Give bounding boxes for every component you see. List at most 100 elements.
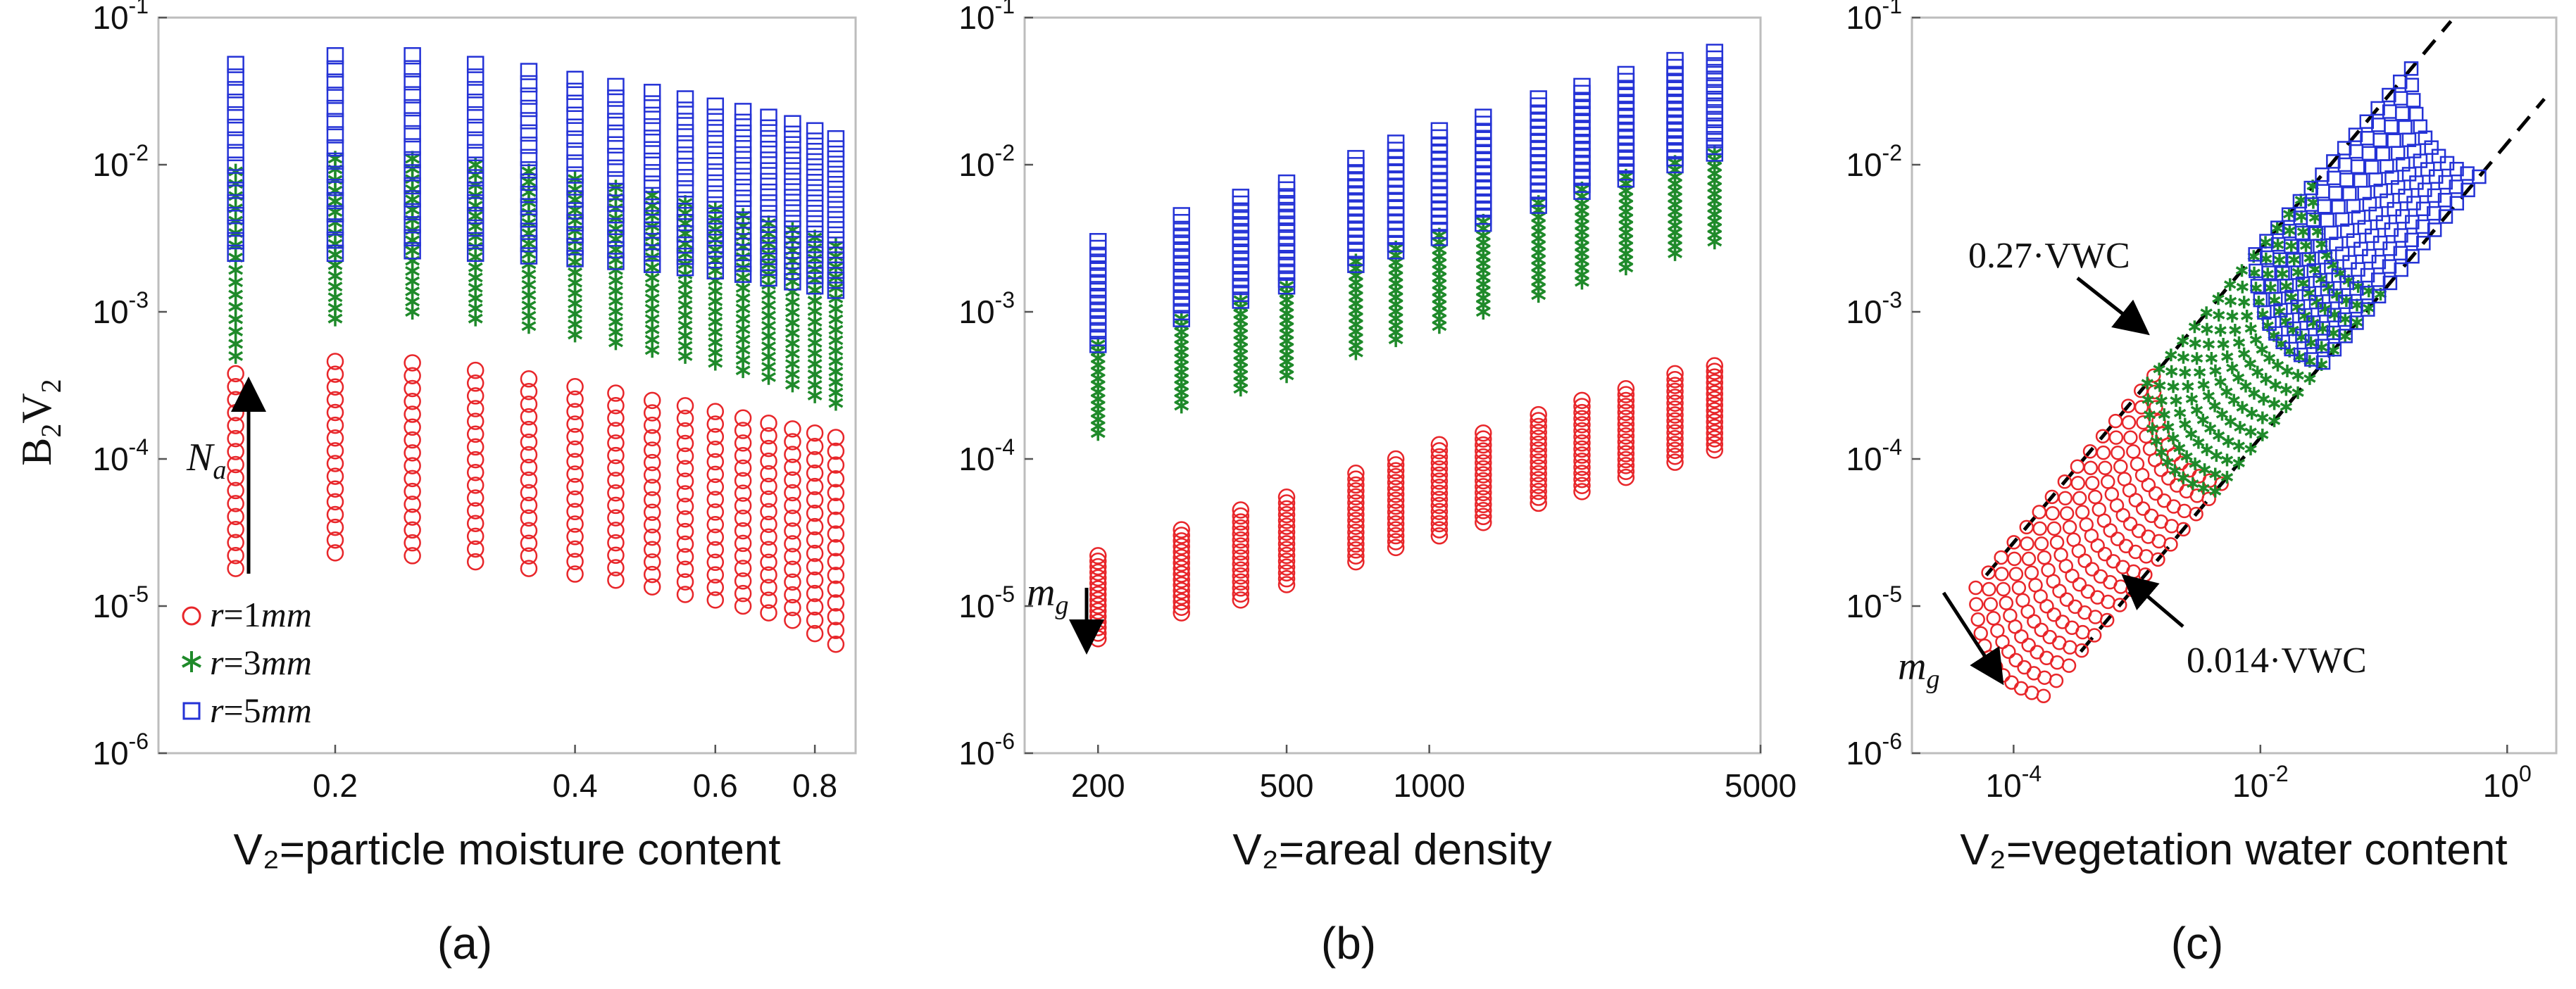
data-point-circle bbox=[784, 560, 801, 578]
panel-b-ytick-label: 10-4 bbox=[958, 434, 1015, 477]
data-point-square bbox=[706, 196, 725, 214]
data-point-asterisk bbox=[2185, 392, 2199, 405]
data-point-asterisk bbox=[2244, 322, 2257, 335]
data-point-square bbox=[1277, 174, 1296, 192]
data-point-circle bbox=[404, 547, 421, 565]
data-point-square bbox=[676, 258, 694, 277]
data-point-square bbox=[2306, 212, 2321, 227]
data-point-circle bbox=[466, 412, 484, 430]
data-point-circle bbox=[1666, 365, 1684, 383]
data-point-square bbox=[326, 191, 344, 210]
data-point-square bbox=[466, 131, 484, 149]
panel-a-xtick-label: 0.4 bbox=[553, 767, 598, 804]
data-point-square bbox=[827, 140, 845, 158]
data-point-circle bbox=[1617, 468, 1635, 486]
data-point-circle bbox=[227, 469, 244, 486]
data-point-circle bbox=[1387, 503, 1405, 521]
panel-c-xlabel: V₂=vegetation water content bbox=[1960, 826, 2507, 874]
data-point-asterisk bbox=[2203, 422, 2217, 435]
data-point-circle bbox=[607, 571, 625, 589]
data-point-circle bbox=[2093, 569, 2108, 584]
data-point-square bbox=[760, 194, 777, 212]
data-point-circle bbox=[2169, 478, 2184, 493]
data-point-asterisk bbox=[2146, 422, 2159, 435]
data-point-asterisk bbox=[2285, 239, 2298, 253]
data-point-asterisk bbox=[2339, 313, 2351, 326]
data-point-circle bbox=[1277, 553, 1296, 570]
data-point-square bbox=[2384, 170, 2399, 185]
data-point-circle bbox=[643, 503, 661, 522]
data-point-circle bbox=[1173, 560, 1190, 577]
data-point-square bbox=[643, 141, 661, 159]
data-point-asterisk bbox=[2190, 403, 2203, 417]
data-point-circle bbox=[1430, 460, 1449, 478]
data-point-asterisk bbox=[2220, 350, 2234, 363]
data-point-circle bbox=[1232, 531, 1250, 549]
data-point-circle bbox=[760, 553, 777, 571]
data-point-asterisk bbox=[2256, 411, 2269, 424]
data-point-square bbox=[734, 146, 752, 164]
data-point-square bbox=[2361, 302, 2375, 317]
data-point-circle bbox=[1706, 368, 1724, 386]
data-point-circle bbox=[2011, 580, 2027, 596]
data-point-circle bbox=[1387, 491, 1405, 509]
data-point-asterisk bbox=[2256, 428, 2269, 441]
panel-a-ytick-label: 10-6 bbox=[92, 729, 149, 771]
data-point-square bbox=[676, 158, 694, 175]
data-point-square bbox=[760, 258, 777, 276]
data-point-circle bbox=[734, 597, 752, 615]
lower-line-arrow bbox=[2121, 574, 2184, 628]
data-point-square bbox=[2340, 223, 2355, 238]
data-point-circle bbox=[404, 444, 421, 462]
data-point-circle bbox=[607, 434, 625, 452]
panel-b-xtick-label: 500 bbox=[1260, 767, 1314, 804]
data-point-circle bbox=[227, 508, 244, 526]
data-point-circle bbox=[566, 403, 584, 421]
data-point-square bbox=[2339, 172, 2354, 187]
data-point-circle bbox=[520, 370, 538, 388]
data-point-circle bbox=[404, 354, 421, 372]
data-point-circle bbox=[1347, 493, 1365, 512]
data-point-square bbox=[760, 119, 777, 137]
data-point-square bbox=[676, 124, 694, 141]
data-point-square bbox=[466, 219, 484, 237]
data-point-square bbox=[760, 215, 777, 234]
data-point-circle bbox=[520, 509, 538, 527]
data-point-square bbox=[2426, 206, 2441, 221]
data-point-circle bbox=[643, 391, 661, 410]
data-point-circle bbox=[784, 598, 801, 617]
data-point-square bbox=[676, 146, 694, 164]
data-point-circle bbox=[1347, 529, 1365, 547]
data-point-asterisk bbox=[2192, 436, 2205, 449]
data-point-circle bbox=[1475, 478, 1492, 496]
data-point-circle bbox=[1973, 626, 1988, 641]
data-point-square bbox=[706, 229, 725, 247]
data-point-circle bbox=[1089, 563, 1107, 581]
data-point-circle bbox=[1173, 587, 1190, 605]
data-point-circle bbox=[1573, 422, 1591, 440]
data-point-square bbox=[607, 148, 625, 165]
data-point-square bbox=[566, 106, 584, 124]
data-point-asterisk bbox=[2212, 292, 2225, 305]
data-point-square bbox=[827, 160, 845, 178]
data-point-square bbox=[2382, 87, 2396, 103]
data-point-square bbox=[607, 89, 625, 107]
data-point-circle bbox=[1666, 418, 1684, 436]
data-point-circle bbox=[2072, 491, 2087, 506]
data-point-square bbox=[643, 244, 661, 262]
data-point-square bbox=[2295, 276, 2311, 291]
data-point-square bbox=[784, 273, 801, 291]
data-point-circle bbox=[784, 535, 801, 553]
y-axis-label: B2V2 bbox=[13, 379, 67, 465]
data-point-square bbox=[466, 206, 484, 225]
data-point-circle bbox=[784, 433, 801, 451]
data-point-circle bbox=[1430, 454, 1449, 472]
data-point-circle bbox=[520, 522, 538, 540]
data-point-square bbox=[607, 124, 625, 142]
data-point-circle bbox=[643, 429, 661, 447]
data-point-asterisk bbox=[2304, 336, 2318, 350]
data-point-circle bbox=[827, 553, 845, 570]
data-point-asterisk bbox=[2220, 385, 2233, 398]
data-point-circle bbox=[1666, 382, 1684, 401]
data-point-circle bbox=[1475, 442, 1492, 460]
